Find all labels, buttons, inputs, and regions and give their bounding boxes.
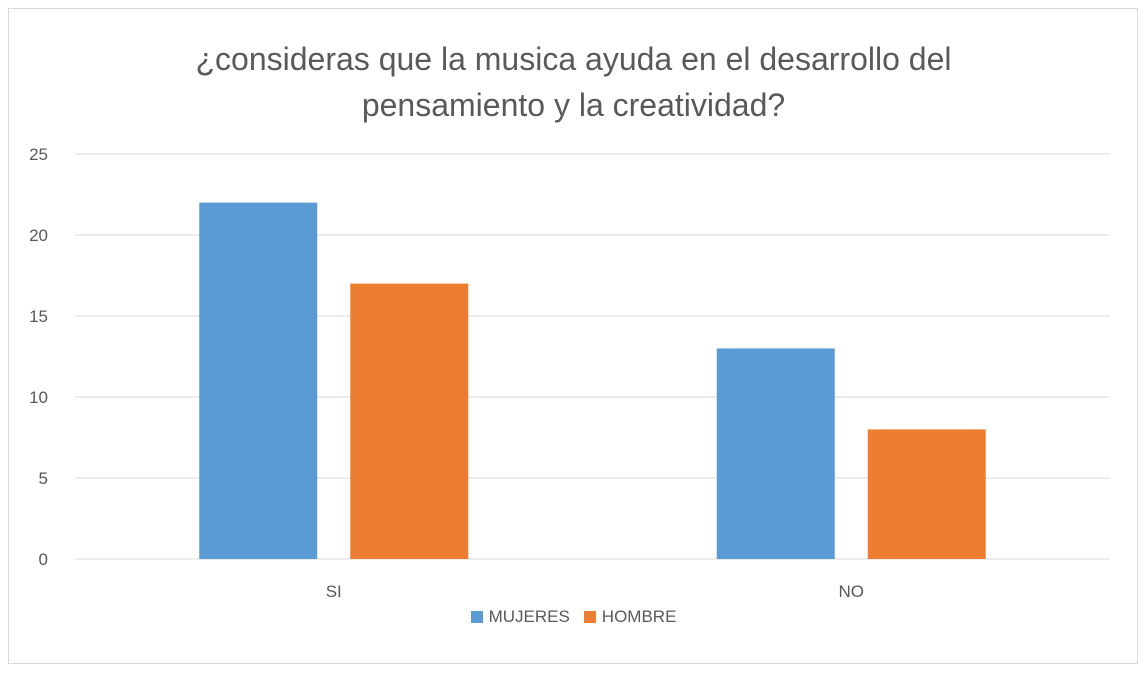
y-tick-label: 0 — [39, 550, 48, 569]
chart-title-line-1: ¿consideras que la musica ayuda en el de… — [195, 41, 952, 77]
chart-title: ¿consideras que la musica ayuda en el de… — [0, 36, 1147, 128]
legend-item-hombre: HOMBRE — [583, 607, 677, 627]
y-tick-label: 25 — [29, 145, 48, 164]
legend-label-mujeres: MUJERES — [488, 607, 570, 626]
bar-mujeres-si — [199, 202, 318, 559]
y-tick-label: 15 — [29, 307, 48, 326]
chart-title-line-2: pensamiento y la creatividad? — [361, 87, 786, 123]
bar-mujeres-no — [716, 348, 835, 559]
legend-swatch-mujeres — [470, 611, 483, 623]
legend: MUJERES HOMBRE — [0, 607, 1147, 627]
x-tick-label: SI — [326, 582, 342, 601]
y-tick-label: 10 — [29, 388, 48, 407]
bar-hombre-si — [350, 283, 469, 559]
legend-swatch-hombre — [583, 611, 596, 623]
y-tick-label: 20 — [29, 226, 48, 245]
y-tick-label: 5 — [39, 469, 48, 488]
legend-item-mujeres: MUJERES — [470, 607, 570, 627]
legend-label-hombre: HOMBRE — [601, 607, 677, 626]
x-tick-label: NO — [839, 582, 865, 601]
bar-hombre-no — [867, 429, 986, 559]
